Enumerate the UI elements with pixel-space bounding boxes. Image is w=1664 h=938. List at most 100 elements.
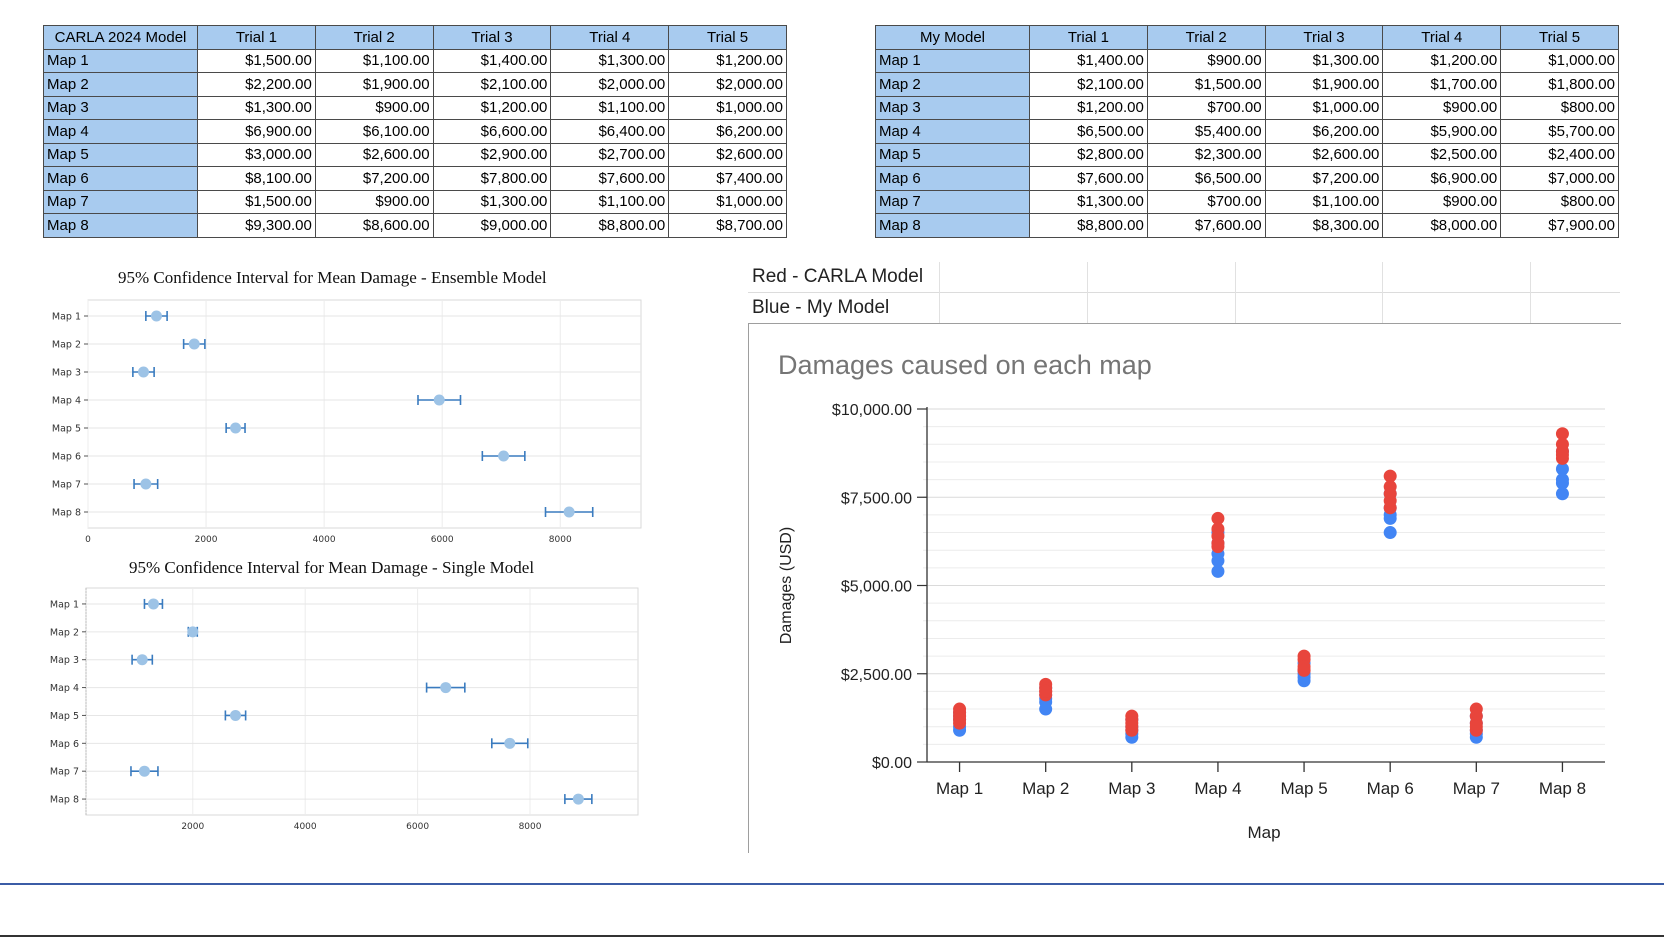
table-row: Map 4 $6,500.00 $5,400.00 $6,200.00 $5,900.0…	[875, 119, 1619, 144]
ci-mean-point	[563, 506, 575, 518]
table-cell: $7,200.00	[314, 166, 434, 191]
carla-point	[1555, 427, 1569, 441]
table-cell: $700.00	[1146, 95, 1266, 120]
carla-point	[1211, 536, 1225, 550]
row-label: Map 7	[43, 189, 198, 214]
carla-point	[1039, 684, 1053, 698]
table-row: Map 6 $7,600.00 $6,500.00 $7,200.00 $6,900.0…	[875, 166, 1619, 191]
table-cell: $900.00	[314, 189, 434, 214]
ci-single-title: 95% Confidence Interval for Mean Damage …	[129, 558, 535, 577]
column-header: Trial 4	[550, 25, 670, 50]
table-cell: $6,900.00	[197, 119, 316, 144]
table-cell: $8,700.00	[668, 213, 787, 238]
x-tick-label: 6000	[406, 822, 429, 832]
y-tick-label: $5,000.00	[841, 579, 912, 596]
bottom-divider	[0, 935, 1664, 937]
table-cell: $1,900.00	[314, 72, 434, 97]
table-cell: $1,000.00	[668, 95, 787, 120]
table-cell: $8,300.00	[1264, 213, 1384, 238]
column-header: CARLA 2024 Model	[43, 25, 198, 50]
table-cell: $900.00	[1382, 95, 1502, 120]
table-cell: $1,500.00	[197, 48, 316, 73]
x-tick-label: 8000	[549, 535, 572, 545]
table-row: Map 1 $1,400.00 $900.00 $1,300.00 $1,200.00 $…	[875, 48, 1619, 73]
table-cell: $9,300.00	[197, 213, 316, 238]
legend-red-row: Red - CARLA Model	[748, 262, 1620, 293]
y-tick-label: Map 3	[52, 368, 81, 379]
table-cell: $6,400.00	[550, 119, 670, 144]
table-cell: $7,800.00	[432, 166, 552, 191]
row-label: Map 8	[43, 213, 198, 238]
table-cell: $1,200.00	[668, 48, 787, 73]
table-cell: $5,900.00	[1382, 119, 1502, 144]
damages-scatter-chart: Damages caused on each map $0.00 $2,500.00…	[778, 350, 1605, 842]
table-cell: $1,200.00	[432, 95, 552, 120]
carla-point	[1383, 469, 1397, 483]
ci-mean-point	[187, 626, 199, 638]
table-cell: $1,100.00	[1264, 189, 1384, 214]
legend-red-label: Red - CARLA Model	[752, 266, 924, 287]
table-cell: $2,600.00	[1264, 142, 1384, 167]
chart-title: Damages caused on each map	[778, 350, 1152, 380]
table-cell: $8,600.00	[314, 213, 434, 238]
table-cell: $2,600.00	[314, 142, 434, 167]
table-cell: $5,400.00	[1146, 119, 1266, 144]
table-row: Map 2 $2,100.00 $1,500.00 $1,900.00 $1,700.0…	[875, 72, 1619, 97]
table-row: Map 5 $2,800.00 $2,300.00 $2,600.00 $2,500.0…	[875, 142, 1619, 167]
row-label: Map 4	[875, 119, 1030, 144]
x-tick-label: 2000	[181, 822, 204, 832]
table-cell: $1,200.00	[1029, 95, 1148, 120]
table-cell: $1,300.00	[1264, 48, 1384, 73]
x-tick-label: 0	[85, 535, 91, 545]
ci-mean-point	[504, 737, 516, 749]
y-tick-label: Map 2	[52, 340, 81, 351]
table-cell: $2,400.00	[1500, 142, 1619, 167]
table-cell: $1,100.00	[314, 48, 434, 73]
table-cell: $1,300.00	[197, 95, 316, 120]
damages-chart-panel: Damages caused on each map $0.00 $2,500.00…	[748, 323, 1621, 853]
y-tick-label: Map 3	[50, 655, 79, 666]
table-cell: $1,500.00	[1146, 72, 1266, 97]
my-model-damage-table: My Model Trial 1 Trial 2 Trial 3 Trial 4 Tria…	[875, 25, 1619, 238]
table-cell: $1,000.00	[668, 189, 787, 214]
table-cell: $9,000.00	[432, 213, 552, 238]
x-tick-label: Map 3	[1108, 779, 1155, 798]
table-cell: $7,200.00	[1264, 166, 1384, 191]
table-cell: $3,000.00	[197, 142, 316, 167]
table-cell: $7,600.00	[1029, 166, 1148, 191]
y-tick-label: Map 5	[50, 711, 79, 722]
row-label: Map 2	[875, 72, 1030, 97]
row-label: Map 3	[43, 95, 198, 120]
table-cell: $8,100.00	[197, 166, 316, 191]
ci-mean-point	[147, 598, 159, 610]
ci-mean-point	[230, 709, 242, 721]
y-tick-label: Map 4	[50, 683, 79, 694]
table-cell: $2,100.00	[1029, 72, 1148, 97]
carla-damage-table: CARLA 2024 Model Trial 1 Trial 2 Trial 3 Tri…	[43, 25, 787, 238]
table-cell: $800.00	[1500, 95, 1619, 120]
x-tick-label: Map 6	[1367, 779, 1414, 798]
carla-point	[953, 713, 967, 727]
table-header-row: My Model Trial 1 Trial 2 Trial 3 Trial 4 Tria…	[875, 25, 1619, 50]
table-cell: $7,900.00	[1500, 213, 1619, 238]
table-cell: $800.00	[1500, 189, 1619, 214]
row-label: Map 6	[43, 166, 198, 191]
table-cell: $8,800.00	[550, 213, 670, 238]
x-tick-label: Map 4	[1194, 779, 1241, 798]
carla-point	[1211, 511, 1225, 525]
ci-mean-point	[140, 478, 152, 490]
y-tick-label: Map 5	[52, 424, 81, 435]
table-cell: $2,100.00	[432, 72, 552, 97]
x-tick-label: Map 8	[1539, 779, 1586, 798]
table-cell: $1,100.00	[550, 95, 670, 120]
carla-point	[1125, 720, 1139, 734]
table-row: Map 3 $1,300.00 $900.00 $1,200.00 $1,100.00 $…	[43, 95, 787, 120]
y-tick-label: Map 1	[52, 312, 81, 323]
series-legend: Red - CARLA Model Blue - My Model	[748, 262, 1620, 324]
row-label: Map 7	[875, 189, 1030, 214]
row-label: Map 4	[43, 119, 198, 144]
table-cell: $1,900.00	[1264, 72, 1384, 97]
column-header: Trial 4	[1382, 25, 1502, 50]
ci-mean-point	[137, 366, 149, 378]
table-cell: $900.00	[1146, 48, 1266, 73]
